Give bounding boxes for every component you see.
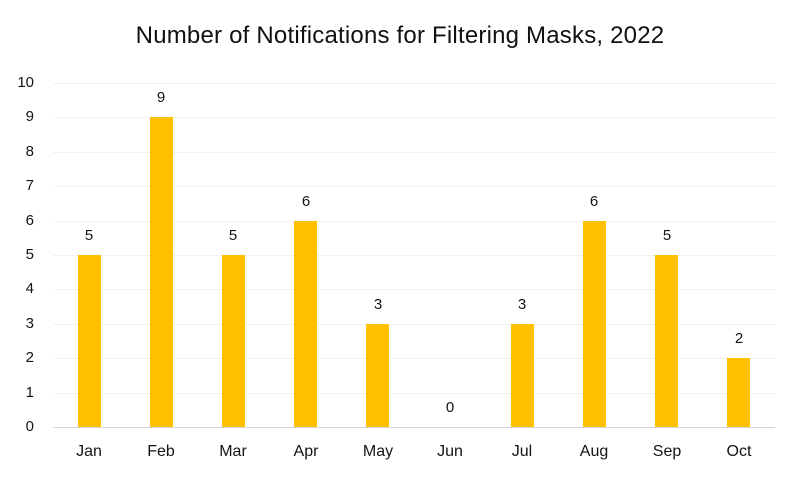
x-axis-label: Mar: [219, 443, 247, 460]
bar-value-label: 3: [373, 296, 383, 313]
x-axis-label: Sep: [652, 443, 682, 460]
gridline: [53, 289, 775, 290]
chart-title: Number of Notifications for Filtering Ma…: [135, 22, 665, 49]
bar: [511, 324, 534, 427]
y-axis-tick-label: 10: [17, 74, 34, 91]
bar-value-label: 5: [662, 227, 672, 244]
bar: [150, 117, 173, 427]
y-axis-tick-label: 8: [25, 143, 34, 160]
bar: [727, 358, 750, 427]
bar-value-label: 6: [589, 193, 599, 210]
y-axis-tick-label: 5: [25, 246, 34, 263]
y-axis-tick-label: 6: [25, 212, 34, 229]
bar-value-label: 3: [517, 296, 527, 313]
gridline: [53, 186, 775, 187]
gridline: [53, 117, 775, 118]
gridline: [53, 255, 775, 256]
x-axis-label: Oct: [726, 443, 752, 460]
x-axis-label: Jan: [76, 443, 102, 460]
gridline: [53, 83, 775, 84]
x-axis-label: May: [362, 443, 394, 460]
x-axis-label: Jul: [511, 443, 533, 460]
y-axis-tick-label: 4: [25, 280, 34, 297]
y-axis-tick-label: 3: [25, 315, 34, 332]
bar-value-label: 5: [228, 227, 238, 244]
x-axis-line: [53, 427, 775, 428]
gridline: [53, 393, 775, 394]
bar: [655, 255, 678, 427]
bar-value-label: 5: [84, 227, 94, 244]
gridline: [53, 221, 775, 222]
bar-value-label: 6: [301, 193, 311, 210]
y-axis-tick-label: 9: [25, 108, 34, 125]
bar: [222, 255, 245, 427]
y-axis-tick-label: 1: [25, 384, 34, 401]
gridline: [53, 358, 775, 359]
x-axis-label: Aug: [579, 443, 609, 460]
bar-value-label: 2: [734, 330, 744, 347]
gridline: [53, 152, 775, 153]
y-axis-tick-label: 0: [25, 418, 34, 435]
bar-value-label: 9: [156, 89, 166, 106]
y-axis-tick-label: 2: [25, 349, 34, 366]
x-axis-label: Apr: [293, 443, 319, 460]
bar: [78, 255, 101, 427]
bar: [583, 221, 606, 427]
y-axis-tick-label: 7: [25, 177, 34, 194]
bar: [294, 221, 317, 427]
x-axis-label: Jun: [437, 443, 463, 460]
bar-value-label: 0: [445, 399, 455, 416]
x-axis-label: Feb: [147, 443, 175, 460]
gridline: [53, 324, 775, 325]
bar: [366, 324, 389, 427]
